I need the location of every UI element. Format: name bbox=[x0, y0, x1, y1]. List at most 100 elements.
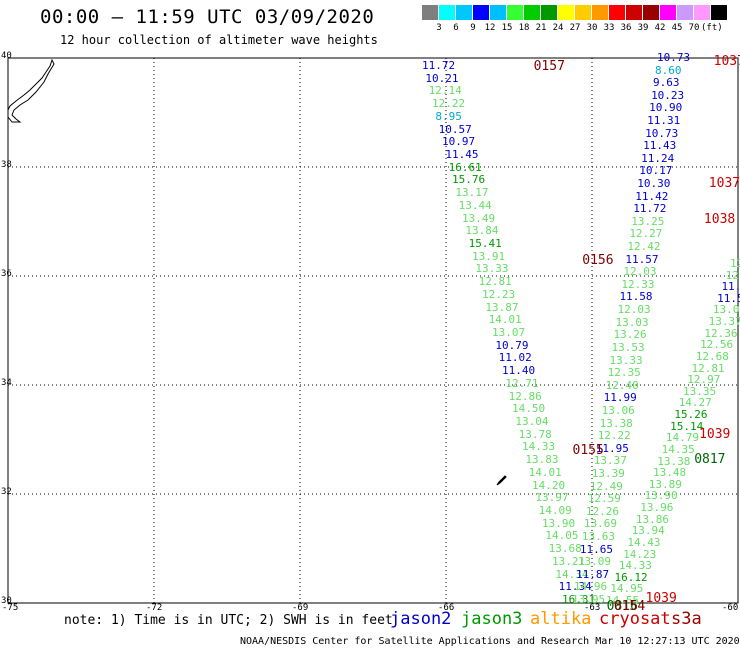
track-c-measurement: 14.55 bbox=[606, 594, 640, 607]
legend-note: note: 1) Time is in UTC; 2) SWH is in fe… bbox=[64, 613, 393, 628]
track-a-measurement: 13.49 bbox=[462, 211, 496, 225]
track-a-measurement: 10.97 bbox=[442, 135, 476, 149]
color-scale-label: 9 bbox=[470, 23, 476, 33]
track-a-measurement: 13.90 bbox=[542, 516, 576, 530]
orbit-pass-label: 0817 bbox=[694, 451, 726, 467]
track-a-measurement: 14.09 bbox=[538, 504, 572, 517]
track-b-measurement: 11.43 bbox=[643, 139, 677, 153]
track-a-measurement: 12.22 bbox=[432, 97, 466, 111]
track-b-measurement: 11.65 bbox=[579, 542, 614, 556]
color-swatch bbox=[490, 5, 506, 20]
track-a-measurement: 12.23 bbox=[482, 287, 516, 301]
track-b-measurement: 12.27 bbox=[629, 227, 663, 241]
longitude-label: -66 bbox=[438, 603, 455, 613]
footer-credit: NOAA/NESDIS Center for Satellite Applica… bbox=[240, 636, 740, 647]
track-a-measurement: 13.07 bbox=[492, 326, 526, 339]
latitude-label: 30 bbox=[1, 596, 12, 606]
color-scale-label: 18 bbox=[518, 23, 530, 33]
track-c-measurement: 13.37 bbox=[708, 315, 740, 329]
map-frame bbox=[7, 57, 739, 604]
track-b-measurement: 12.22 bbox=[597, 429, 631, 443]
orbit-pass-label: 1037 bbox=[713, 53, 740, 69]
track-a-measurement: 12.81 bbox=[478, 275, 512, 289]
track-b-measurement: 13.09 bbox=[577, 555, 612, 569]
color-swatch bbox=[473, 5, 489, 20]
track-a-measurement: 14.01 bbox=[488, 313, 522, 327]
orbit-pass-label: 1039 bbox=[699, 427, 731, 443]
longitude-label: -60 bbox=[722, 603, 739, 613]
orbit-pass-label: 0816 bbox=[606, 598, 638, 614]
track-b-measurement: 11.31 bbox=[647, 114, 681, 128]
color-swatch bbox=[507, 5, 523, 20]
track-b-measurement: 12.26 bbox=[585, 504, 619, 518]
track-b-measurement: 13.38 bbox=[599, 416, 633, 430]
track-a-measurement: 10.57 bbox=[438, 122, 472, 136]
color-swatch bbox=[422, 5, 438, 20]
color-swatch bbox=[575, 5, 591, 20]
color-swatch bbox=[524, 5, 540, 20]
track-a-measurement: 13.97 bbox=[535, 491, 569, 505]
grid-lines bbox=[8, 58, 738, 603]
track-a-measurement: 11.02 bbox=[498, 351, 532, 365]
track-b-measurement: 14.96 bbox=[573, 580, 608, 594]
color-scale-label: 15 bbox=[501, 23, 513, 33]
track-c-measurement: 14.35 bbox=[661, 442, 695, 456]
track-b-measurement: 11.24 bbox=[641, 151, 675, 165]
color-scale-label: 27 bbox=[569, 23, 581, 33]
color-scale-label: 45 bbox=[671, 23, 683, 33]
track-a-measurement: 10.21 bbox=[425, 71, 459, 85]
color-swatch bbox=[626, 5, 642, 20]
track-b-measurement: 12.49 bbox=[589, 479, 623, 493]
track-a-measurement: 11.34 bbox=[558, 580, 592, 594]
color-swatch bbox=[439, 5, 455, 20]
track-a-measurement: 10.79 bbox=[495, 338, 529, 352]
track-a-measurement: 12.71 bbox=[505, 376, 539, 390]
track-c-measurement: 13.96 bbox=[640, 501, 674, 515]
color-swatch bbox=[677, 5, 693, 20]
orbit-pass-label: 0154 bbox=[613, 598, 646, 614]
orbit-pass-label: 0157 bbox=[533, 59, 565, 75]
color-scale-label: 6 bbox=[453, 23, 459, 33]
color-swatch bbox=[609, 5, 625, 20]
track-b-measurement: 11.57 bbox=[625, 252, 659, 266]
track-b-measurement: 13.25 bbox=[631, 214, 665, 228]
track-b-measurement: 11.95 bbox=[595, 441, 629, 455]
track-a-measurement: 11.40 bbox=[502, 364, 536, 378]
track-c-measurement: 13.90 bbox=[644, 489, 678, 503]
track-a-measurement: 14.20 bbox=[532, 478, 566, 492]
orbit-pass-label: 1038 bbox=[703, 211, 736, 227]
track-b-measurement: 12.59 bbox=[587, 492, 621, 506]
latitude-label: 38 bbox=[1, 160, 12, 170]
track-c-measurement: 12.36 bbox=[704, 326, 738, 340]
track-b-measurement: 12.03 bbox=[623, 265, 657, 279]
track-c-measurement: 12.68 bbox=[695, 349, 729, 363]
track-b-measurement: 13.69 bbox=[583, 517, 617, 531]
color-scale-label: 24 bbox=[552, 23, 564, 33]
track-c-measurement: 13.89 bbox=[648, 477, 682, 491]
track-b-measurement: 12.35 bbox=[607, 366, 641, 380]
color-swatch bbox=[694, 5, 710, 20]
track-b-measurement: 13.39 bbox=[591, 466, 625, 480]
track-c-measurement: 14.23 bbox=[623, 547, 657, 561]
track-b-measurement: 13.03 bbox=[615, 315, 649, 329]
track-a-measurement: 13.87 bbox=[485, 300, 519, 314]
track-b-measurement: 11.87 bbox=[575, 567, 610, 581]
longitude-label: -69 bbox=[292, 603, 309, 613]
track-b-measurement: 13.63 bbox=[581, 529, 615, 543]
track-a-measurement: 13.83 bbox=[525, 453, 559, 467]
track-b-measurement: 11.72 bbox=[633, 202, 667, 216]
track-a-measurement: 15.41 bbox=[468, 237, 502, 250]
track-c-measurement: 14.95 bbox=[610, 582, 644, 596]
track-a-measurement: 15.76 bbox=[452, 173, 486, 187]
track-b-measurement: 12.42 bbox=[627, 240, 661, 254]
track-c-measurement: 13.86 bbox=[635, 512, 670, 526]
track-b-measurement: 10.30 bbox=[637, 177, 671, 191]
track-a-measurement: 16.31 bbox=[562, 593, 596, 606]
track-c-measurement: 15.26 bbox=[674, 408, 708, 422]
track-b-measurement: 13.37 bbox=[593, 454, 627, 468]
track-c-measurement: 13.38 bbox=[657, 454, 691, 468]
latitude-label: 36 bbox=[1, 269, 12, 279]
color-scale-label: 21 bbox=[535, 23, 547, 33]
track-b-measurement: 13.33 bbox=[609, 353, 643, 367]
